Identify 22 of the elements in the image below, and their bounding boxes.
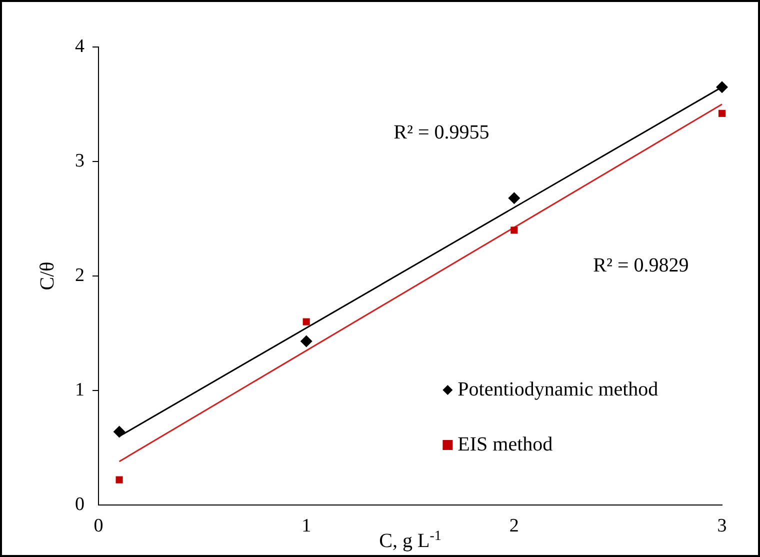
y-tick-label: 1	[75, 379, 84, 400]
point	[510, 226, 518, 234]
x-tick-label: 1	[302, 515, 312, 536]
x-tick-label: 2	[509, 515, 519, 536]
x-tick-label: 3	[717, 515, 727, 536]
annotation: R² = 0.9829	[593, 254, 689, 276]
point	[300, 335, 312, 348]
legend-label: EIS method	[458, 433, 553, 456]
point	[113, 426, 126, 438]
y-tick-label: 4	[75, 36, 85, 57]
point	[302, 318, 310, 326]
point	[716, 81, 728, 94]
y-axis-title: C/θ	[36, 262, 58, 290]
y-tick-label: 3	[75, 150, 84, 172]
y-tick-label: 0	[75, 494, 84, 515]
y-tick-label: 2	[75, 264, 84, 286]
annotation: R² = 0.9955	[394, 122, 490, 144]
legend-label: Potentiodynamic method	[458, 378, 658, 400]
point	[508, 192, 520, 204]
x-tick-label: 0	[94, 515, 104, 536]
point	[116, 476, 123, 484]
point	[718, 110, 726, 117]
